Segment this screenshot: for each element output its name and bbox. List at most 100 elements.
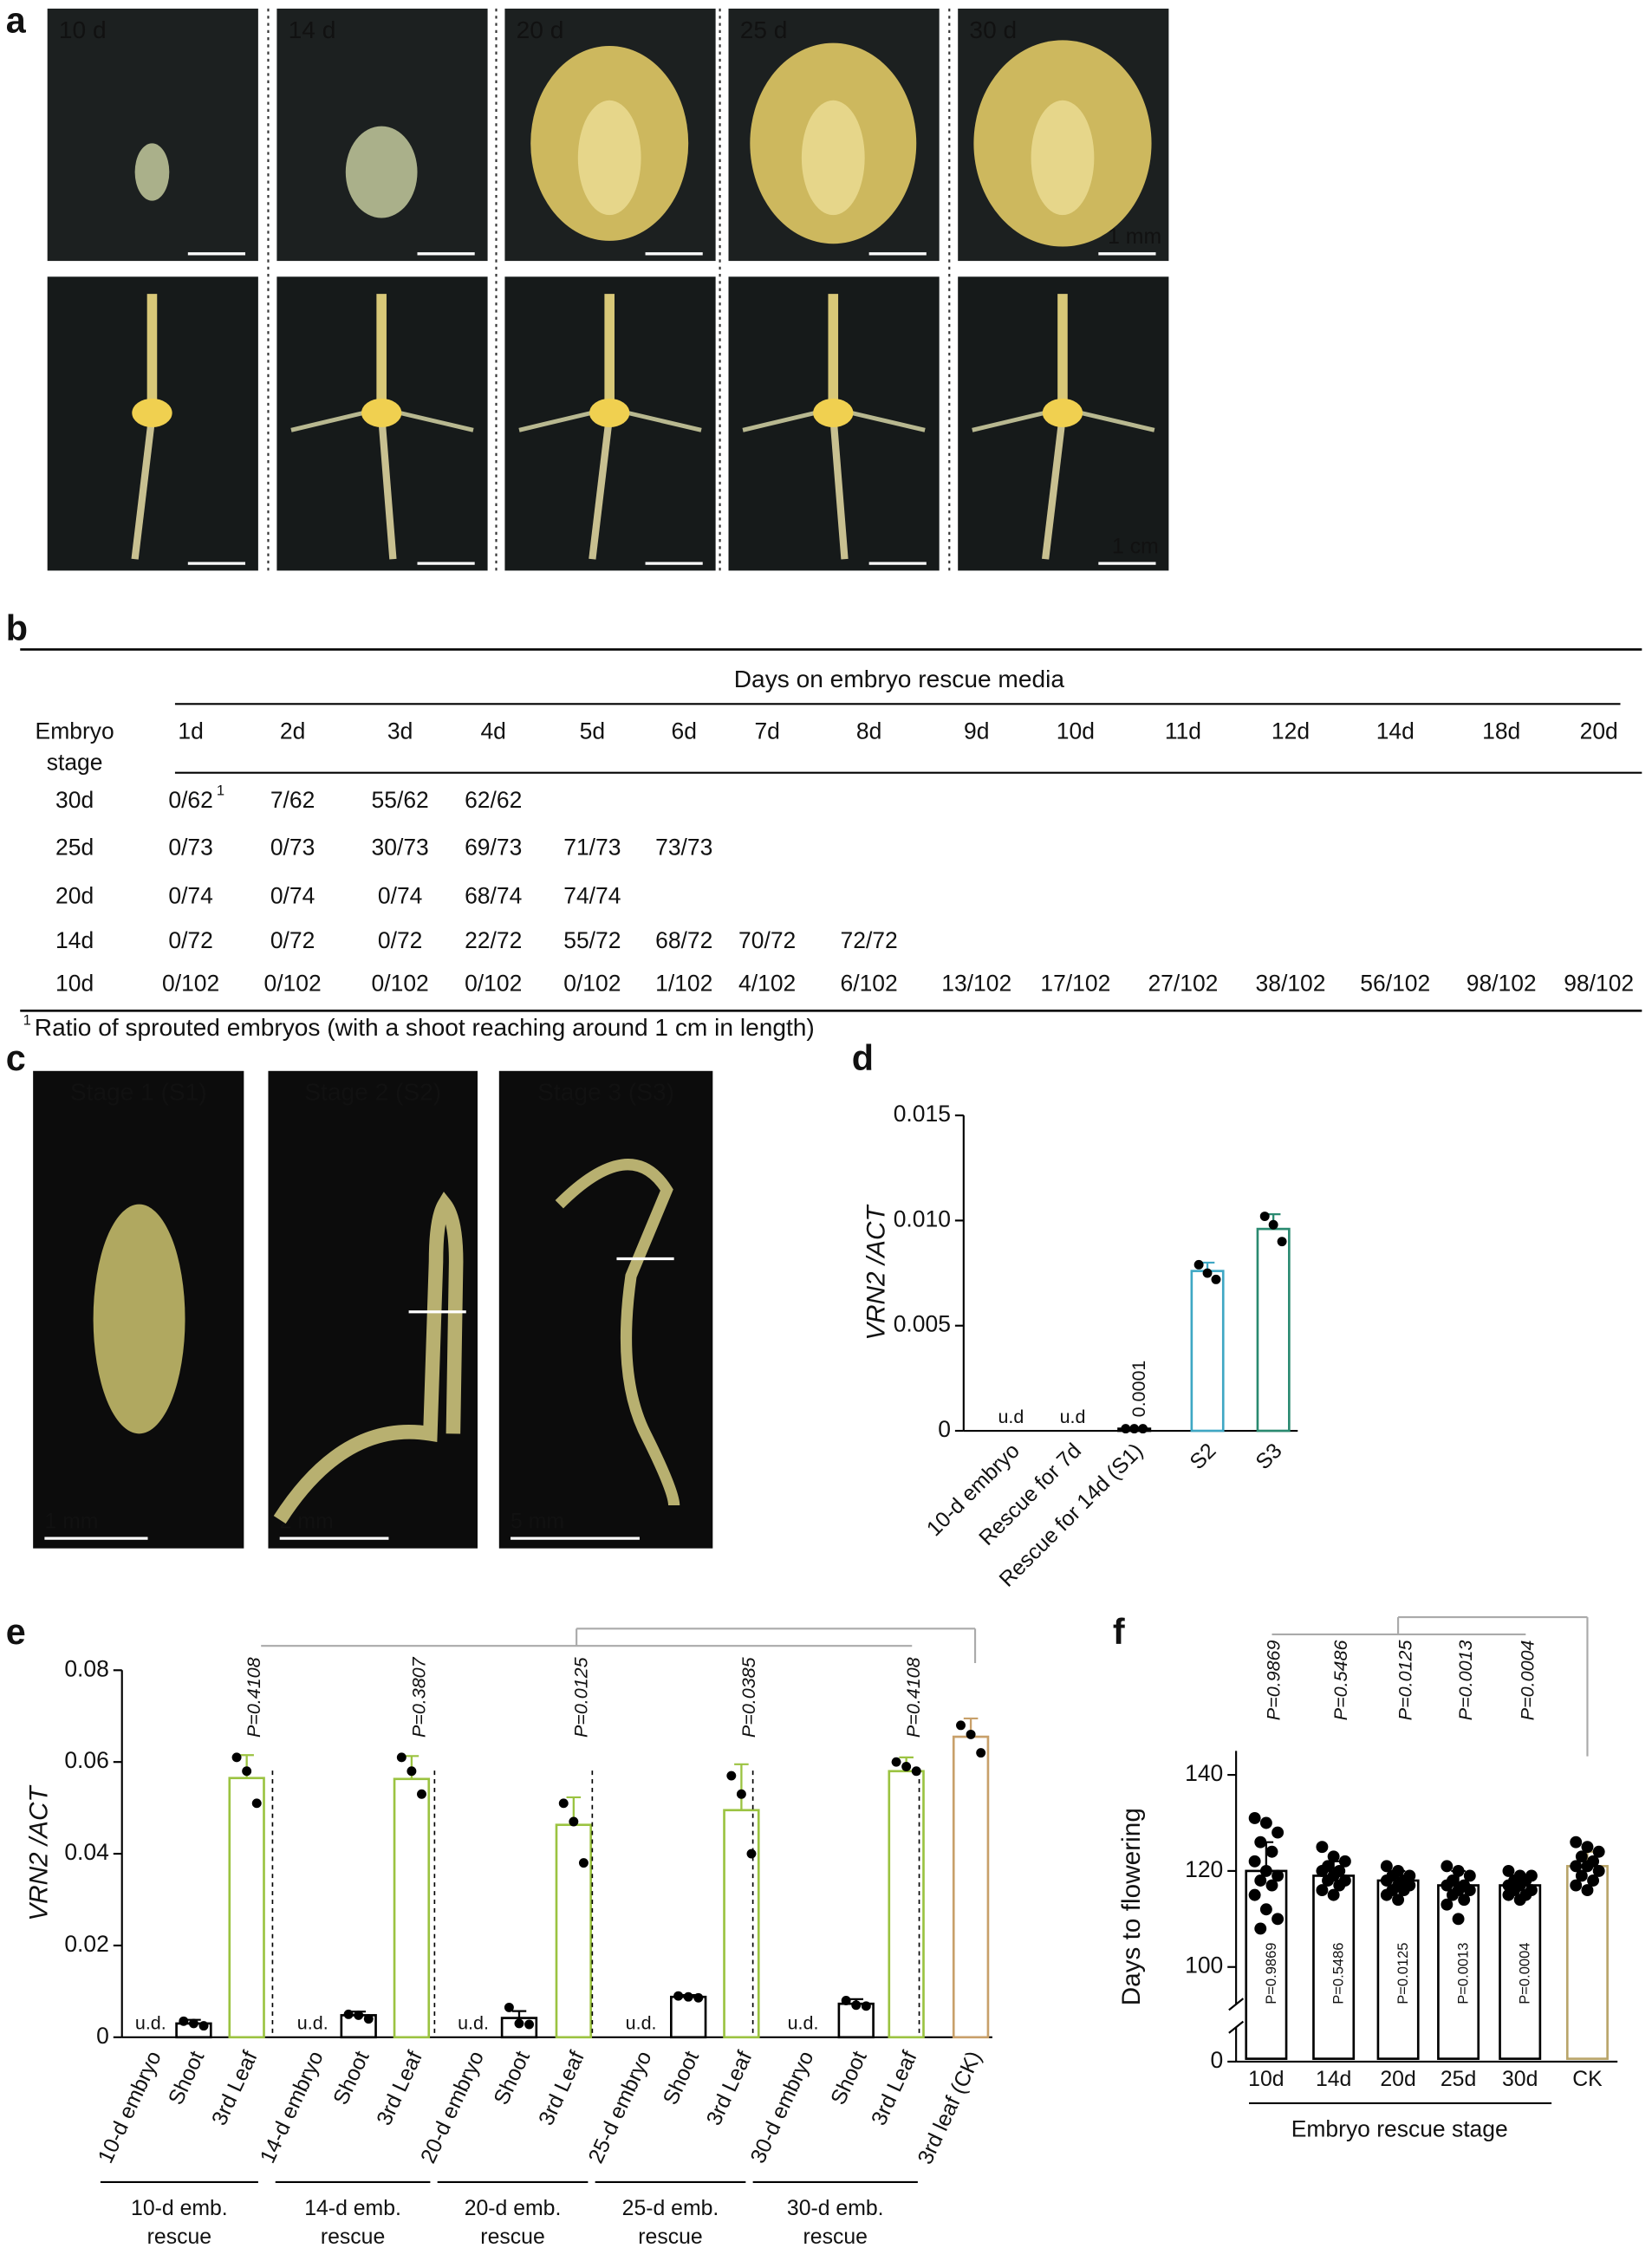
group-label: rescue: [803, 2225, 868, 2248]
cell: 74/74: [563, 883, 621, 909]
seedling: [555, 1159, 680, 1506]
data-point: [1570, 1860, 1583, 1873]
data-point: [1570, 1835, 1583, 1848]
seedling: [273, 1192, 464, 1524]
data-point: [1248, 1888, 1261, 1901]
cell: 71/73: [563, 834, 621, 860]
cell: 0/62: [168, 787, 213, 813]
cell: 56/102: [1360, 971, 1430, 997]
embryo: [577, 100, 641, 216]
data-point: [578, 1858, 589, 1868]
y-tick-label: 0.010: [894, 1205, 951, 1231]
p-label-inner: P=0.9869: [1263, 1943, 1279, 2004]
data-point: [514, 2018, 524, 2029]
footnote-mark: 1: [23, 1011, 31, 1028]
node: [813, 398, 854, 427]
scale-label: 1 cm: [1112, 536, 1159, 559]
data-point: [1502, 1864, 1515, 1877]
data-point: [1211, 1274, 1221, 1284]
value-label: u.d: [1060, 1407, 1086, 1427]
cell: 0/73: [270, 834, 315, 860]
y-tick-label: 0.005: [894, 1311, 951, 1337]
p-label-inner: P=0.0125: [1395, 1943, 1411, 2004]
data-point: [746, 1848, 757, 1859]
x-tick-label: Shoot: [659, 2048, 704, 2108]
cell: 68/74: [465, 883, 522, 909]
cell: 13/102: [941, 971, 1011, 997]
y-tick-label: 0.015: [894, 1101, 951, 1127]
group-label: 10-d emb.: [131, 2197, 228, 2220]
x-tick-label: Shoot: [827, 2048, 872, 2108]
group-label: 20-d emb.: [465, 2197, 562, 2220]
data-point: [1570, 1879, 1583, 1892]
bar: [555, 1823, 593, 2039]
node: [361, 398, 402, 427]
bar: [1190, 1270, 1225, 1433]
row-stage: 30d: [55, 787, 94, 813]
data-point: [1268, 1219, 1278, 1230]
cell: 70/72: [738, 927, 796, 953]
data-point: [251, 1798, 262, 1809]
seed: [134, 143, 170, 201]
cell: 7/62: [270, 787, 315, 813]
data-point: [396, 1752, 406, 1763]
data-point: [417, 1789, 426, 1799]
row-stage: 25d: [55, 834, 94, 860]
data-point: [1316, 1864, 1329, 1877]
data-point: [673, 1991, 684, 2001]
column-header: 12d: [1272, 718, 1310, 744]
y-tick-label: 0: [938, 1416, 951, 1442]
data-point: [343, 2009, 354, 2019]
embryo: [93, 1204, 185, 1434]
x-tick-label: 10-d embryo: [94, 2048, 166, 2167]
cell: 0/102: [372, 971, 429, 997]
data-point: [1581, 1841, 1594, 1854]
data-point: [1380, 1888, 1393, 1901]
data-point: [1397, 1884, 1410, 1897]
p-label-inner: P=0.5486: [1330, 1943, 1347, 2004]
cell: 0/102: [263, 971, 321, 997]
data-point: [851, 2000, 862, 2011]
value-label: u.d.: [626, 2013, 657, 2034]
p-label: P=0.0013: [1455, 1641, 1476, 1721]
bar: [1312, 1874, 1356, 2060]
cell: 0/72: [168, 927, 213, 953]
column-header: 5d: [580, 718, 605, 744]
p-label: P=0.9869: [1263, 1641, 1284, 1721]
data-point: [1458, 1894, 1471, 1907]
cell: 62/62: [465, 787, 522, 813]
cell: 38/102: [1256, 971, 1326, 997]
data-point: [1592, 1845, 1605, 1858]
data-point: [1265, 1879, 1278, 1892]
data-point: [841, 1996, 851, 2005]
column-header: 14d: [1376, 718, 1415, 744]
y-tick-label: 0.06: [64, 1747, 109, 1773]
column-header: 2d: [280, 718, 305, 744]
panel-label: e: [6, 1612, 26, 1652]
row-header: Embryo: [36, 718, 114, 744]
data-point: [558, 1798, 569, 1809]
group-label: rescue: [638, 2225, 702, 2248]
cell: 0/102: [162, 971, 219, 997]
row-stage: 20d: [55, 883, 94, 909]
bar: [888, 1770, 925, 2039]
cell: 98/102: [1564, 971, 1634, 997]
cell: 27/102: [1148, 971, 1218, 997]
x-tick-label: Shoot: [165, 2048, 210, 2108]
data-point: [1327, 1888, 1340, 1901]
row-header: stage: [47, 750, 103, 776]
scale-label: 1 mm: [1108, 225, 1161, 249]
y-tick-label: 120: [1185, 1856, 1223, 1882]
data-point: [736, 1789, 746, 1799]
value-label: u.d.: [788, 2013, 819, 2034]
cell: 0/73: [168, 834, 213, 860]
p-label-inner: P=0.0013: [1455, 1943, 1472, 2004]
node: [132, 398, 172, 427]
column-header: 20d: [1580, 718, 1618, 744]
x-tick-label: 3rd Leaf: [868, 2048, 922, 2129]
axis-break: [1228, 2020, 1245, 2034]
data-point: [1259, 1816, 1272, 1829]
cell: 6/102: [841, 971, 898, 997]
data-point: [1259, 1903, 1272, 1916]
data-point: [363, 2014, 374, 2024]
